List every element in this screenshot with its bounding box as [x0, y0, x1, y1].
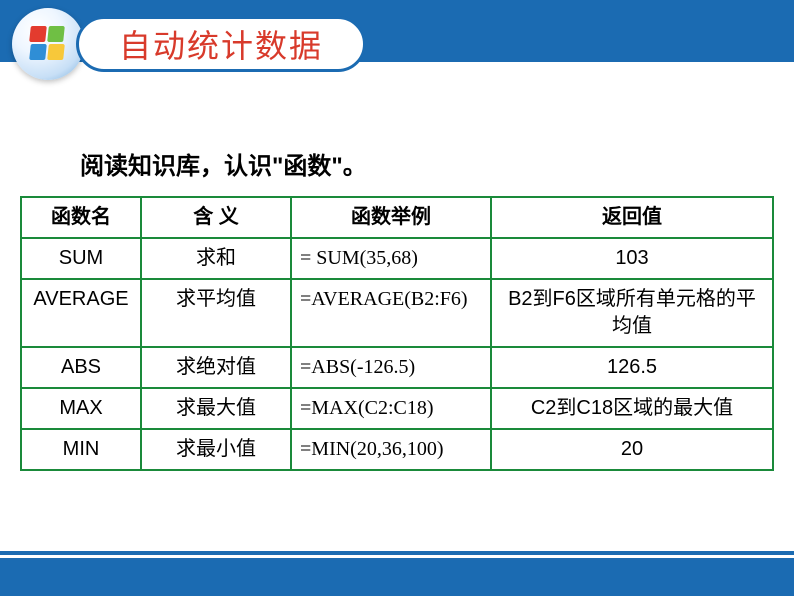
cell-example: = SUM(35,68) [291, 238, 491, 279]
functions-table: 函数名 含 义 函数举例 返回值 SUM 求和 = SUM(35,68) 103… [20, 196, 774, 471]
cell-mean: 求平均值 [141, 279, 291, 347]
cell-mean: 求最大值 [141, 388, 291, 429]
cell-fn: AVERAGE [21, 279, 141, 347]
col-header-example: 函数举例 [291, 197, 491, 238]
logo-circle [12, 8, 84, 80]
cell-mean: 求和 [141, 238, 291, 279]
page-title: 自动统计数据 [119, 21, 323, 67]
cell-return: B2到F6区域所有单元格的平均值 [491, 279, 773, 347]
cell-example: =ABS(-126.5) [291, 347, 491, 388]
cell-return: C2到C18区域的最大值 [491, 388, 773, 429]
windows-logo-icon [30, 26, 66, 62]
footer-bar [0, 558, 794, 596]
cell-example: =MIN(20,36,100) [291, 429, 491, 470]
cell-fn: SUM [21, 238, 141, 279]
table-header-row: 函数名 含 义 函数举例 返回值 [21, 197, 773, 238]
cell-return: 103 [491, 238, 773, 279]
cell-mean: 求最小值 [141, 429, 291, 470]
cell-fn: MAX [21, 388, 141, 429]
cell-fn: MIN [21, 429, 141, 470]
table-row: MIN 求最小值 =MIN(20,36,100) 20 [21, 429, 773, 470]
cell-example: =AVERAGE(B2:F6) [291, 279, 491, 347]
col-header-fn: 函数名 [21, 197, 141, 238]
table-row: AVERAGE 求平均值 =AVERAGE(B2:F6) B2到F6区域所有单元… [21, 279, 773, 347]
col-header-return: 返回值 [491, 197, 773, 238]
table-row: ABS 求绝对值 =ABS(-126.5) 126.5 [21, 347, 773, 388]
cell-return: 126.5 [491, 347, 773, 388]
table-row: SUM 求和 = SUM(35,68) 103 [21, 238, 773, 279]
cell-return: 20 [491, 429, 773, 470]
subtitle-text: 阅读知识库，认识"函数"。 [80, 146, 367, 181]
header-bar: 自动统计数据 [0, 0, 794, 62]
footer-line [0, 551, 794, 555]
title-pill: 自动统计数据 [76, 16, 366, 72]
col-header-mean: 含 义 [141, 197, 291, 238]
cell-mean: 求绝对值 [141, 347, 291, 388]
cell-example: =MAX(C2:C18) [291, 388, 491, 429]
cell-fn: ABS [21, 347, 141, 388]
functions-table-wrap: 函数名 含 义 函数举例 返回值 SUM 求和 = SUM(35,68) 103… [20, 196, 774, 471]
table-row: MAX 求最大值 =MAX(C2:C18) C2到C18区域的最大值 [21, 388, 773, 429]
